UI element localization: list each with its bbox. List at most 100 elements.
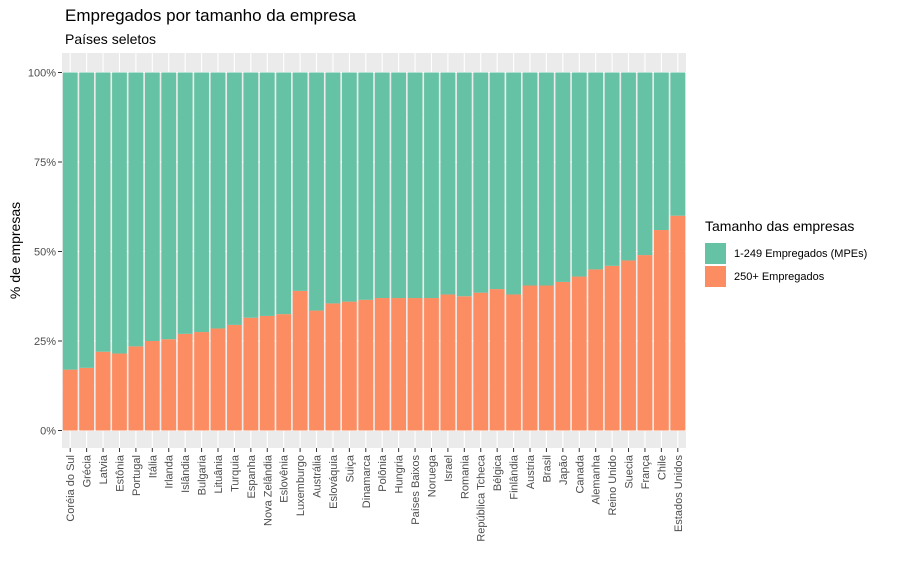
bar-segment-large [243,317,259,431]
bar-segment-mpe [637,72,653,256]
bar-segment-large [227,324,242,431]
x-tick-label: Islândia [180,454,192,493]
x-tick-label: Hungria [394,454,406,493]
x-tick-label: Eslovênia [279,454,291,503]
bar-segment-mpe [489,72,505,290]
bar-segment-mpe [621,72,636,261]
x-tick-label: Itália [147,454,159,478]
x-tick-label: Alemanha [591,454,603,504]
bar-segment-mpe [210,72,226,329]
bar-segment-large [341,301,357,431]
legend-title: Tamanho das empresas [705,218,855,234]
x-tick-label: Canada [574,454,586,493]
bar-segment-mpe [670,72,686,216]
chart-title: Empregados por tamanho da empresa [65,6,357,25]
legend-swatch-mpe [705,243,726,264]
legend-label-large: 250+ Empregados [734,270,825,283]
bar-segment-mpe [309,72,324,311]
bar-segment-large [144,341,160,431]
x-tick-label: Bélgica [492,454,504,491]
x-tick-label: Coréia do Sul [65,455,77,522]
bar-segment-mpe [604,72,620,266]
x-tick-label: Luxemburgo [295,455,307,516]
bar-segment-mpe [555,72,571,282]
x-tick-label: Turquia [229,454,241,492]
x-tick-label: República Tcheca [476,454,488,542]
bar-segment-mpe [227,72,242,325]
x-tick-label: Dinamarca [361,454,373,508]
bar-segment-large [571,276,587,431]
x-tick-label: Austrália [312,454,324,498]
y-tick-label: 75% [34,157,56,169]
bar-segment-large [358,299,374,431]
bar-segment-mpe [292,72,308,291]
bar-segment-mpe [128,72,144,347]
bar-segment-mpe [391,72,407,299]
x-tick-label: Suecia [624,454,636,489]
bar-segment-mpe [95,72,111,352]
x-tick-label: Polônia [377,454,389,492]
bar-segment-mpe [62,72,78,370]
y-axis-label: % de empresas [7,202,23,299]
bar-segment-large [95,351,111,431]
x-tick-label: Bulgaria [197,454,209,495]
bar-segment-large [161,339,177,431]
x-tick-label: Lituânia [213,454,225,493]
bar-segment-mpe [653,72,669,231]
bar-segment-mpe [440,72,456,295]
y-tick-label: 0% [40,426,56,438]
bar-segment-large [473,292,489,431]
legend-item-large: 250+ Empregados [705,265,867,288]
x-tick-label: Latvia [98,454,110,484]
bar-segment-large [407,298,423,431]
bar-segment-mpe [407,72,423,299]
bar-segment-large [539,285,554,431]
x-tick-label: Grécia [82,454,94,487]
x-tick-label: Nova Zelândia [262,454,274,526]
bar-segment-mpe [506,72,521,295]
bar-segment-large [489,289,505,431]
bar-segment-large [424,298,439,431]
bar-segment-mpe [161,72,177,340]
x-tick-label: Chile [656,455,668,480]
y-tick-label: 100% [28,68,56,80]
bar-segment-large [309,310,324,431]
bar-segment-mpe [358,72,374,300]
bar-segment-large [194,332,209,431]
bar-segment-mpe [456,72,472,297]
bar-segment-mpe [276,72,292,315]
bar-segment-large [604,265,620,431]
bar-segment-large [653,230,669,431]
x-tick-label: França [640,454,652,489]
bar-segment-large [62,369,78,431]
bar-segment-large [637,255,653,431]
bar-segment-large [391,298,407,431]
x-tick-label: Brasil [541,455,553,483]
bar-segment-mpe [112,72,127,354]
x-tick-label: Austria [525,454,537,489]
bar-segment-mpe [194,72,209,333]
x-tick-label: Reino Unido [607,455,619,516]
bar-segment-mpe [522,72,538,286]
legend-swatch-large [705,266,726,287]
x-tick-label: Portugal [131,455,143,496]
y-tick-label: 50% [34,247,56,259]
bar-segment-large [325,303,341,431]
bar-segment-large [456,296,472,431]
x-tick-label: Espanha [246,454,258,498]
bar-segment-large [374,298,390,431]
y-tick-label: 25% [34,336,56,348]
bar-segment-large [177,333,193,431]
bar-segment-mpe [374,72,390,299]
legend-item-mpe: 1-249 Empregados (MPEs) [705,242,867,265]
x-tick-label: Suiça [344,454,356,482]
x-tick-label: Finlândia [509,454,521,500]
bar-segment-mpe [424,72,439,299]
bar-segment-mpe [144,72,160,341]
bar-segment-large [522,285,538,431]
x-tick-label: Japão [558,455,570,485]
bar-segment-mpe [571,72,587,277]
bar-segment-mpe [539,72,554,286]
bar-segment-large [440,294,456,431]
